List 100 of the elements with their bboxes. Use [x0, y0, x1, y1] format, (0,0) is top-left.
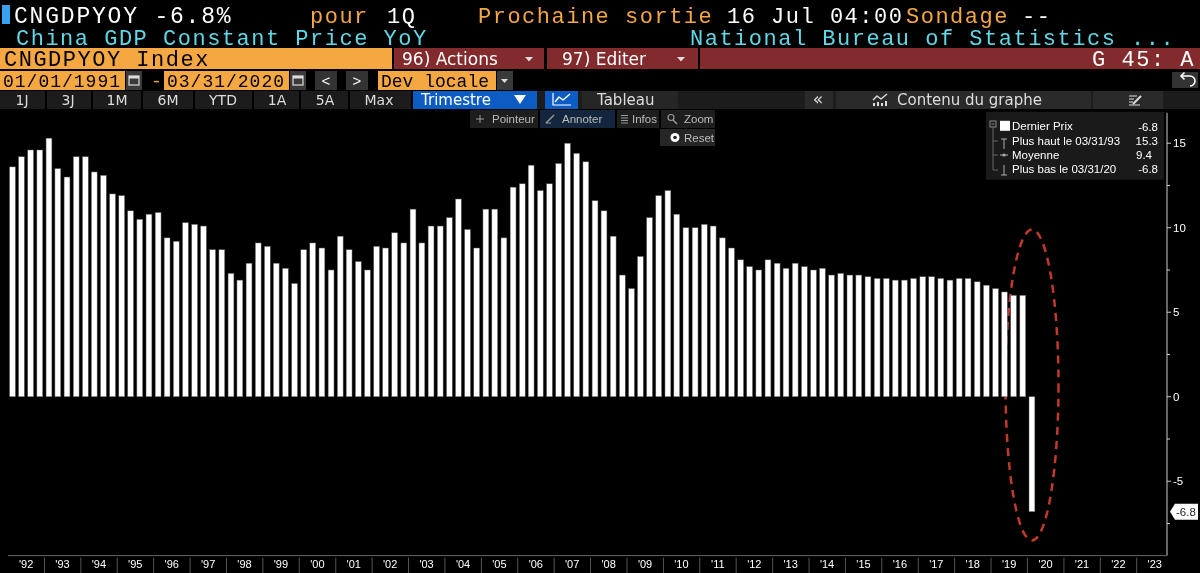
bar [837, 273, 844, 397]
x-tick-label: '17 [929, 558, 944, 570]
bar [282, 268, 289, 397]
bar [819, 268, 826, 397]
text: Contenu du graphe [897, 91, 1042, 109]
bar [291, 283, 298, 397]
text: > [352, 72, 362, 89]
annotation: Infos [632, 113, 658, 125]
text: 5A [315, 92, 335, 108]
bar [373, 246, 380, 397]
bar [91, 171, 98, 397]
bar [355, 261, 362, 397]
x-tick-label: '06 [528, 558, 543, 570]
x-tick-label: '20 [1038, 558, 1053, 570]
bar [300, 249, 307, 397]
bar [364, 269, 371, 397]
x-tick-label: '01 [346, 558, 361, 570]
bar [746, 266, 753, 397]
bar [974, 281, 981, 397]
bar [655, 195, 662, 397]
bar [573, 153, 580, 397]
bar [619, 274, 626, 397]
x-tick-label: '12 [747, 558, 762, 570]
text: - [151, 72, 162, 92]
bar [255, 242, 262, 397]
bar [191, 224, 198, 397]
x-tick-label: '09 [637, 558, 653, 570]
bar [273, 262, 280, 397]
bar [327, 269, 335, 397]
bar [764, 259, 772, 397]
x-tick-label: '18 [965, 558, 980, 570]
text: « [812, 89, 824, 109]
bar [1028, 396, 1036, 512]
chart-title: CNGDPYOY -6.8% [14, 4, 233, 30]
x-tick-label: '94 [91, 558, 107, 570]
annotation: 15.3 [1135, 135, 1158, 147]
bar [63, 176, 71, 397]
bar [864, 276, 872, 397]
bar [18, 156, 25, 397]
x-tick-label: '03 [419, 558, 434, 570]
text: 1Q [387, 5, 417, 30]
annotation: Plus haut le 03/31/93 [1012, 135, 1121, 147]
annotation: -6.8 [1138, 163, 1158, 175]
annotation: Pointeur [492, 113, 535, 125]
bar [682, 227, 690, 397]
text: Trimestre [420, 91, 491, 109]
bar [500, 237, 508, 397]
bar [673, 213, 680, 397]
bar [810, 269, 817, 397]
bar [136, 219, 143, 397]
text: 1J [15, 92, 29, 108]
bar [73, 156, 80, 397]
text: Sondage [906, 5, 1009, 30]
text: < [321, 72, 331, 89]
x-tick-label: '00 [310, 558, 325, 570]
bar [182, 222, 189, 397]
bar [154, 212, 162, 397]
text: Max [364, 92, 394, 108]
bar [245, 262, 253, 397]
bar [728, 247, 735, 397]
bar [491, 208, 498, 397]
text: YTD [208, 92, 237, 108]
x-tick-label: '92 [18, 558, 34, 570]
text: Dev locale [381, 72, 490, 92]
text: 16 Jul 04:00 [727, 5, 904, 30]
annotation: Plus bas le 03/31/20 [1012, 163, 1117, 175]
bar [9, 166, 16, 397]
bar [318, 247, 326, 397]
legend-label: Dernier Prix [1012, 119, 1073, 132]
text: 3J [61, 92, 75, 108]
bar [109, 193, 116, 397]
bar [1001, 291, 1008, 397]
bar [691, 227, 699, 397]
bar [446, 217, 453, 397]
bar [646, 217, 653, 397]
x-tick-label: '10 [674, 558, 689, 570]
bar [637, 256, 644, 397]
text: CNGDPYOY Index [4, 48, 210, 73]
text: 6M [157, 92, 179, 108]
bar [555, 163, 562, 397]
bar [382, 247, 389, 397]
x-tick-label: '98 [237, 558, 252, 570]
bar [209, 249, 216, 397]
bar [1010, 295, 1017, 397]
x-tick-label: '15 [856, 558, 871, 570]
x-tick-label: '02 [383, 558, 398, 570]
bar [564, 142, 571, 397]
bar [218, 249, 225, 397]
bar [455, 198, 462, 397]
bar [391, 232, 398, 397]
bar [437, 225, 444, 397]
bar [628, 288, 635, 397]
bar [537, 190, 544, 397]
bar [928, 276, 935, 397]
x-tick-label: '08 [601, 558, 616, 570]
bar [946, 279, 954, 397]
x-tick-label: '14 [819, 558, 835, 570]
bar [337, 235, 344, 397]
x-tick-label: '97 [200, 558, 216, 570]
bar [200, 225, 207, 397]
